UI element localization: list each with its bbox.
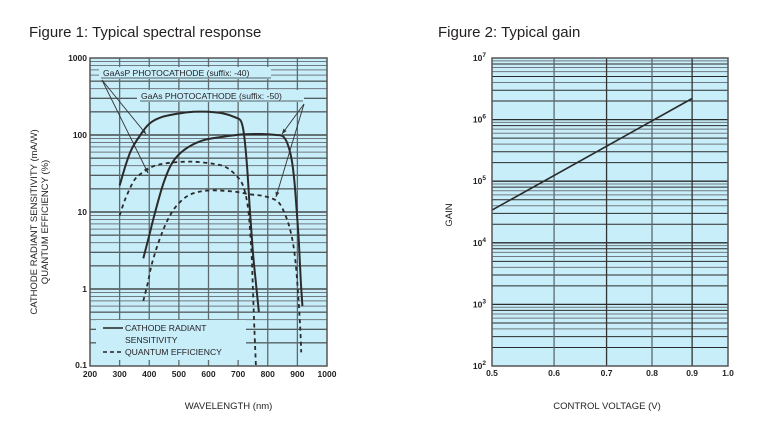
figure-1-legend: CATHODE RADIANT SENSITIVITY QUANTUM EFFI…: [96, 320, 246, 360]
annotation-arrow-line: [101, 79, 149, 174]
x-tick-label: 900: [290, 369, 304, 379]
figure-1-y-tick-labels: 0.1 1 10 100 1000: [68, 53, 87, 370]
figure-1-x-axis-label: WAVELENGTH (nm): [185, 401, 273, 412]
figure-2-plot-area: [492, 58, 728, 366]
y-tick-label: 102: [473, 360, 486, 371]
series-line-gaasp-quantum-efficiency: [118, 160, 257, 367]
figure-1-x-tick-labels: 200 300 400 500 600 700 800 900 1000: [83, 369, 337, 379]
legend-background: [96, 320, 246, 360]
figure-1-series: [118, 110, 304, 367]
x-tick-label: 700: [231, 369, 245, 379]
annotation-arrow-head: [143, 167, 148, 173]
annotation-arrow-line: [275, 103, 305, 198]
annotation-gaas-label-background: [137, 90, 304, 102]
y-tick-label: 107: [473, 52, 486, 63]
x-tick-label: 600: [201, 369, 215, 379]
annotation-gaasp-label: GaAsP PHOTOCATHODE (suffix: -40): [103, 68, 250, 78]
figure-1-y-axis-label-line1: CATHODE RADIANT SENSITIVITY (mA/W): [29, 129, 40, 314]
annotation-arrows: [101, 79, 305, 198]
annotation-arrow-head: [141, 128, 146, 134]
annotation-arrow-line: [101, 79, 147, 135]
figure-2-y-tick-labels: 102 103 104 105 106 107: [473, 52, 486, 371]
x-tick-label: 0.7: [601, 368, 613, 378]
annotation-arrow-head: [275, 191, 280, 197]
x-tick-label: 200: [83, 369, 97, 379]
legend-entry-sensitivity: SENSITIVITY: [125, 335, 178, 345]
series-line-gaas-cathode-radiant-sensitivity: [142, 132, 304, 307]
figure-2-title: Figure 2: Typical gain: [438, 24, 581, 41]
figure-2-y-axis-label: GAIN: [444, 203, 455, 226]
figure-1-spectral-response-chart: GaAsP PHOTOCATHODE (suffix: -40) GaAs PH…: [29, 53, 337, 412]
x-tick-label: 1.0: [722, 368, 734, 378]
y-tick-label: 1000: [68, 53, 87, 63]
x-tick-label: 800: [261, 369, 275, 379]
y-tick-label: 105: [473, 175, 486, 186]
y-tick-label: 106: [473, 114, 486, 125]
x-tick-label: 0.9: [686, 368, 698, 378]
figure-2-gain-chart: 0.5 0.6 0.7 0.8 0.9 1.0 102 103 104 105 106 107 CO…: [444, 52, 734, 412]
annotation-arrow-head: [282, 128, 287, 134]
annotation-gaasp-label-background: [99, 67, 271, 79]
figure-1-plot-frame: [89, 57, 328, 367]
figure-2-plot-frame: [491, 57, 729, 367]
y-tick-label: 104: [473, 237, 486, 248]
annotation-arrow-line: [281, 103, 305, 135]
y-tick-label: 103: [473, 298, 486, 309]
x-tick-label: 0.5: [486, 368, 498, 378]
figure-2-x-tick-labels: 0.5 0.6 0.7 0.8 0.9 1.0: [486, 368, 734, 378]
figure-1-y-axis-label-line2: QUANTUM EFFICIENCY (%): [40, 160, 51, 284]
y-tick-label: 0.1: [75, 360, 87, 370]
legend-entry-cathode-radiant: CATHODE RADIANT: [125, 323, 207, 333]
x-tick-label: 0.8: [646, 368, 658, 378]
series-line-gain: [491, 97, 693, 211]
x-tick-label: 0.6: [548, 368, 560, 378]
series-line-gaas-quantum-efficiency: [142, 189, 303, 353]
figure-2-x-axis-label: CONTROL VOLTAGE (V): [553, 401, 661, 412]
y-tick-label: 1: [82, 284, 87, 294]
y-tick-label: 10: [78, 207, 88, 217]
x-tick-label: 1000: [318, 369, 337, 379]
x-tick-label: 300: [113, 369, 127, 379]
x-tick-label: 400: [142, 369, 156, 379]
x-tick-label: 500: [172, 369, 186, 379]
figure-2-series: [491, 97, 693, 211]
legend-entry-quantum-efficiency: QUANTUM EFFICIENCY: [125, 347, 222, 357]
figure-1-annotations: GaAsP PHOTOCATHODE (suffix: -40) GaAs PH…: [99, 67, 305, 198]
series-line-gaasp-cathode-radiant-sensitivity: [118, 110, 260, 313]
annotation-gaas-label: GaAs PHOTOCATHODE (suffix: -50): [141, 91, 282, 101]
figure-1-title: Figure 1: Typical spectral response: [29, 24, 262, 41]
figure-2-grid: [492, 58, 728, 366]
y-tick-label: 100: [73, 130, 87, 140]
